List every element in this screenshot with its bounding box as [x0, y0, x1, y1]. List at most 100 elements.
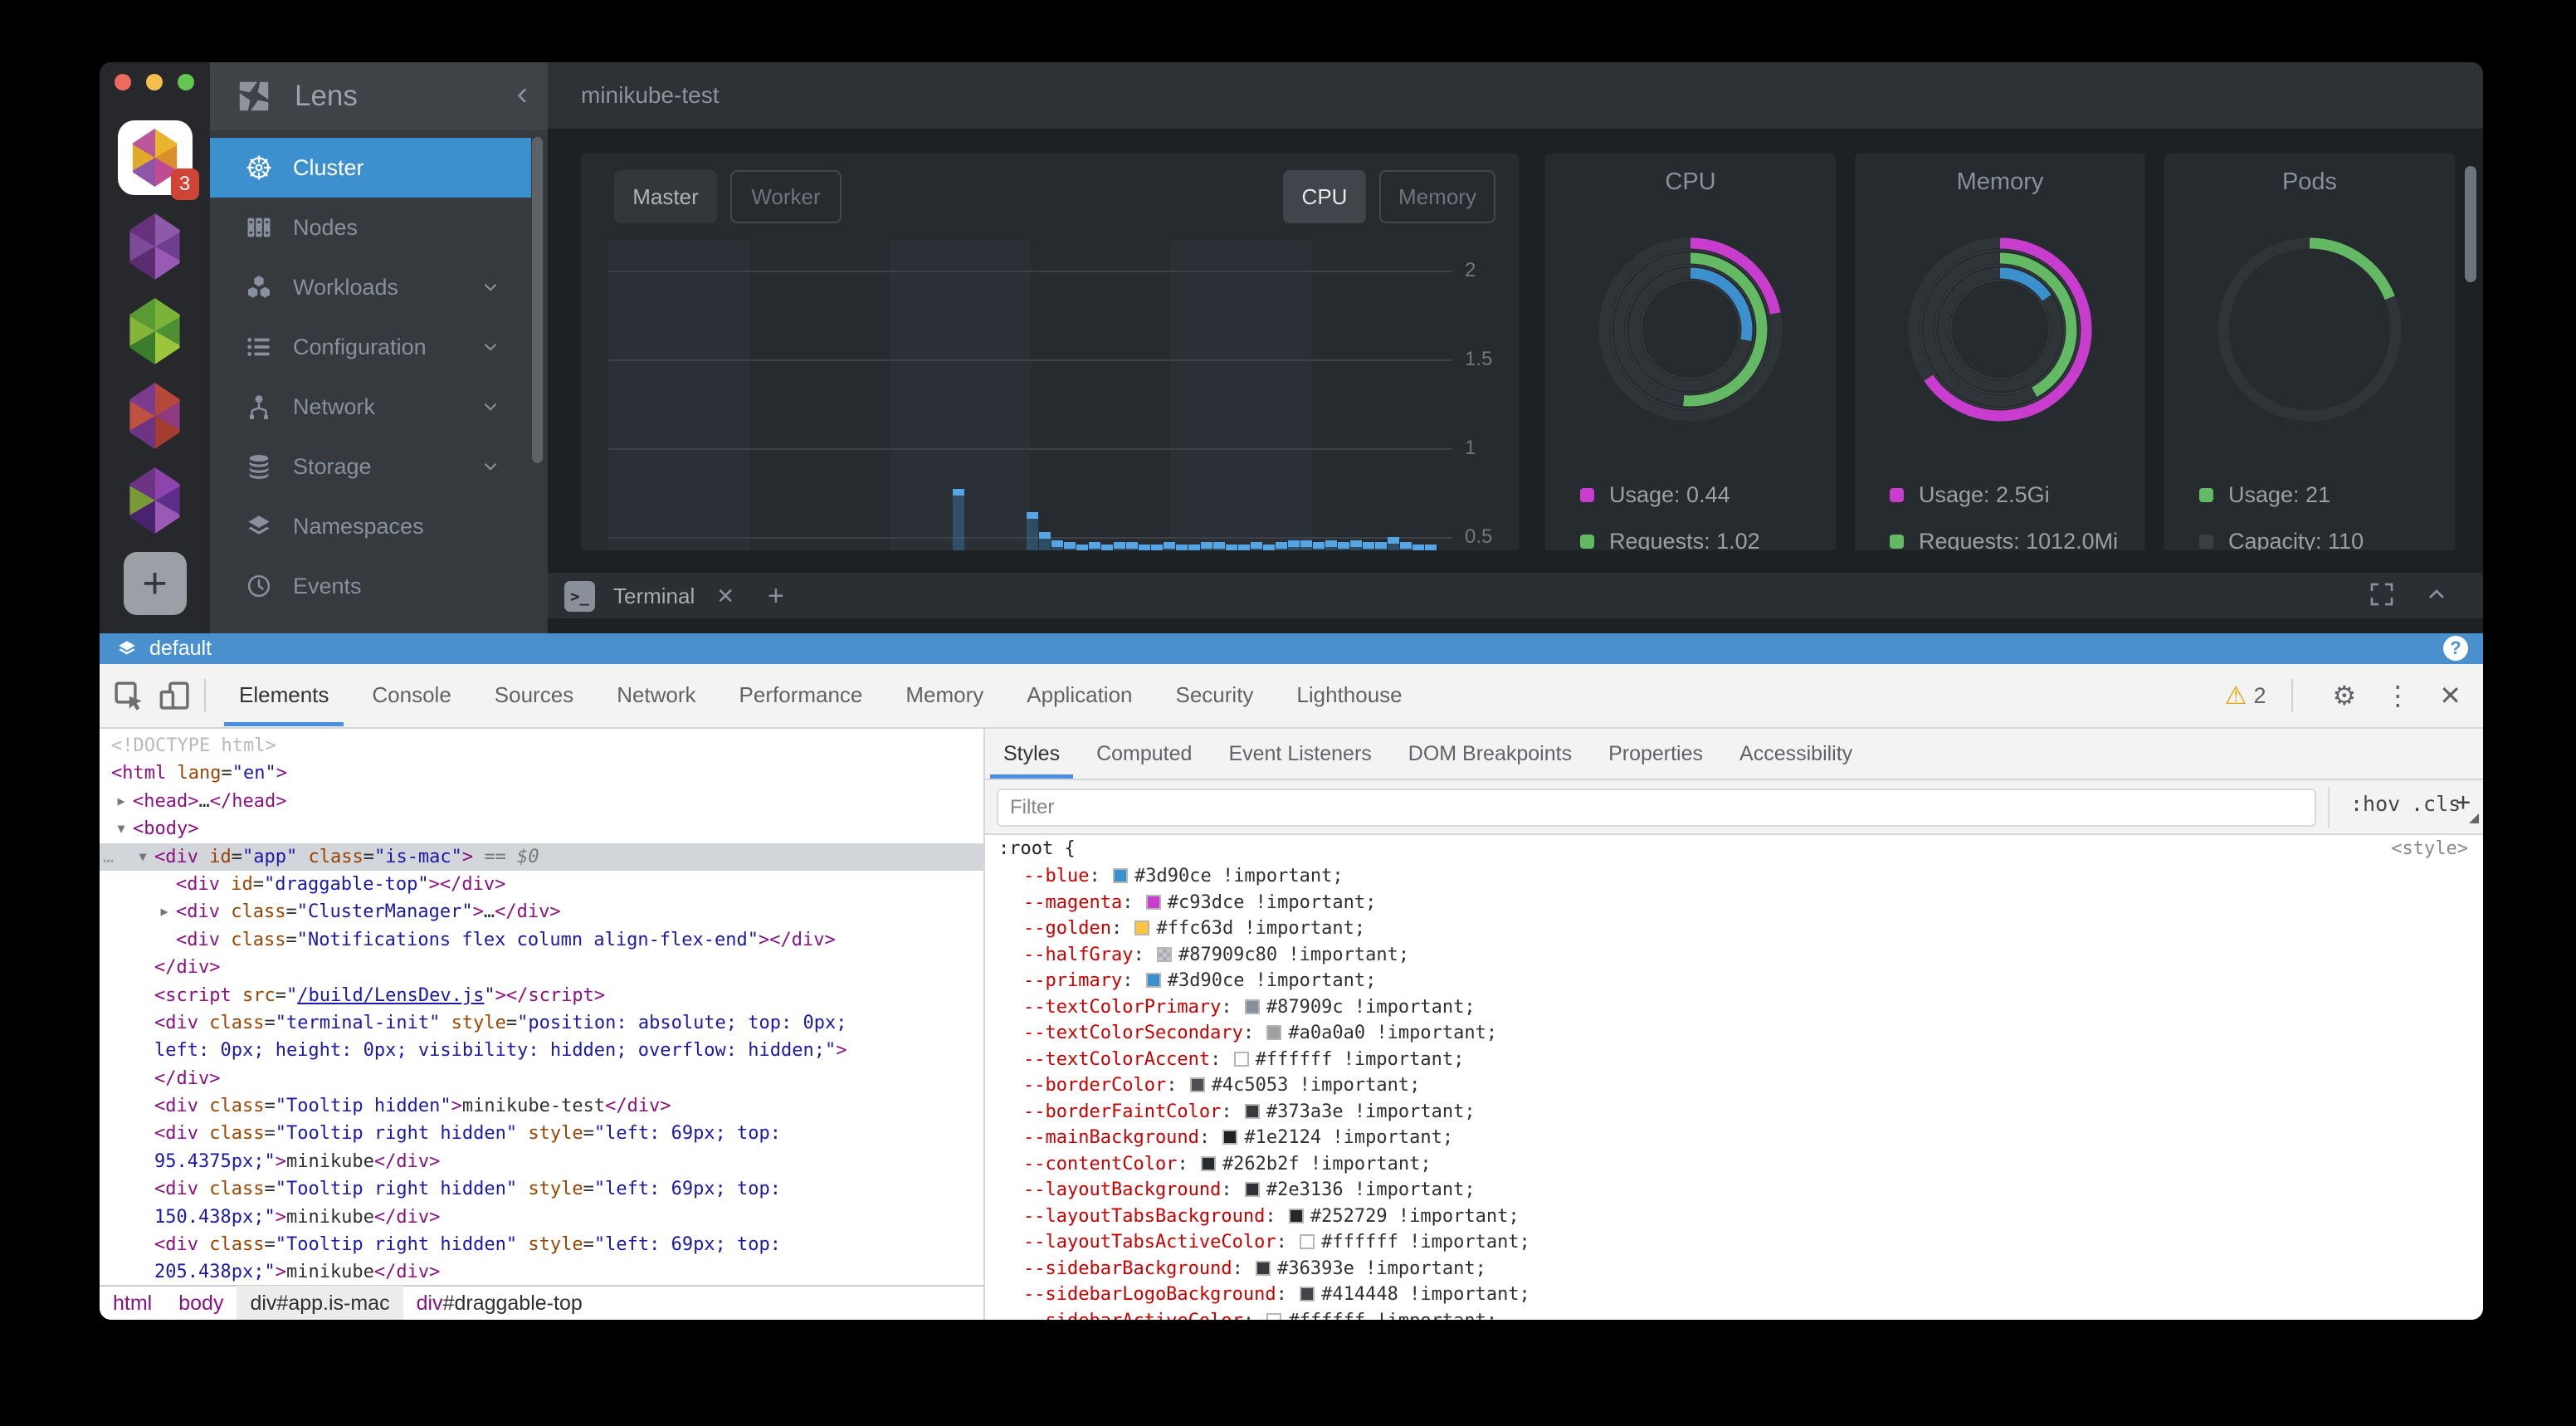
- css-variable-row[interactable]: --layoutTabsBackground: #252729 !importa…: [1023, 1205, 1520, 1227]
- node-menu-icon[interactable]: …: [103, 846, 115, 867]
- collapse-arrow-icon[interactable]: ▼: [139, 848, 147, 864]
- tab-performance[interactable]: Performance: [739, 681, 863, 707]
- settings-gear-icon[interactable]: ⚙: [2332, 681, 2357, 711]
- color-swatch-icon[interactable]: [1222, 1130, 1238, 1145]
- tab-elements[interactable]: Elements: [217, 663, 350, 726]
- dashboard-scrollbar[interactable]: [2465, 166, 2476, 282]
- color-swatch-icon[interactable]: [1244, 999, 1260, 1014]
- dom-node-line[interactable]: ▼ <body>: [100, 815, 983, 842]
- new-style-rule-button[interactable]: +: [2456, 788, 2471, 817]
- sidebar-item-network[interactable]: Network: [210, 377, 531, 437]
- color-swatch-icon[interactable]: [1266, 1025, 1282, 1040]
- css-variable-row[interactable]: --borderFaintColor: #373a3e !important;: [1023, 1101, 1476, 1122]
- device-toolbar-icon[interactable]: [158, 678, 193, 713]
- css-variable-row[interactable]: --layoutTabsActiveColor: #ffffff !import…: [1023, 1232, 1530, 1253]
- namespace-label[interactable]: default: [149, 637, 212, 660]
- styles-tab-properties[interactable]: Properties: [1608, 741, 1704, 765]
- css-variable-row[interactable]: --borderColor: #4c5053 !important;: [1023, 1075, 1421, 1096]
- color-swatch-icon[interactable]: [1156, 946, 1172, 962]
- color-swatch-icon[interactable]: [1244, 1103, 1260, 1119]
- sidebar-collapse-icon[interactable]: ‹: [516, 76, 528, 112]
- chevron-up-icon[interactable]: [2423, 581, 2450, 608]
- dom-node-line[interactable]: <div class="Tooltip right hidden" style=…: [100, 1120, 983, 1147]
- zoom-window-button[interactable]: [178, 74, 194, 90]
- css-variable-row[interactable]: --layoutBackground: #2e3136 !important;: [1023, 1179, 1476, 1200]
- breadcrumb-item[interactable]: body: [165, 1286, 237, 1320]
- styles-tab-styles[interactable]: Styles: [985, 729, 1078, 779]
- dom-node-line[interactable]: <!DOCTYPE html>: [100, 732, 983, 759]
- help-button[interactable]: ?: [2443, 636, 2468, 661]
- css-variable-row[interactable]: --magenta: #c93dce !important;: [1023, 891, 1377, 913]
- metric-tab-cpu-button[interactable]: CPU: [1283, 170, 1366, 223]
- cluster-tile[interactable]: [129, 213, 180, 280]
- dom-node-line[interactable]: 95.4375px;">minikube</div>: [100, 1148, 983, 1175]
- tab-application[interactable]: Application: [1027, 681, 1133, 707]
- node-tab-master-button[interactable]: Master: [614, 170, 717, 223]
- color-swatch-icon[interactable]: [1266, 1312, 1282, 1320]
- color-swatch-icon[interactable]: [1200, 1155, 1216, 1171]
- dom-node-line[interactable]: <div class="Tooltip right hidden" style=…: [100, 1175, 983, 1203]
- css-variable-row[interactable]: --textColorAccent: #ffffff !important;: [1023, 1048, 1465, 1070]
- sidebar-scrollbar[interactable]: [532, 137, 543, 463]
- dom-node-line[interactable]: <div class="Tooltip hidden">minikube-tes…: [100, 1092, 983, 1120]
- breadcrumb-item[interactable]: div#app.is-mac: [237, 1286, 403, 1320]
- css-variable-row[interactable]: --sidebarBackground: #36393e !important;: [1023, 1258, 1486, 1279]
- sidebar-item-storage[interactable]: Storage: [210, 437, 531, 496]
- toggle-hover-state-button[interactable]: :hov: [2350, 792, 2401, 816]
- css-variable-row[interactable]: --textColorSecondary: #a0a0a0 !important…: [1023, 1023, 1498, 1043]
- color-swatch-icon[interactable]: [1300, 1234, 1315, 1249]
- dom-node-line[interactable]: <div class="Notifications flex column al…: [100, 926, 983, 954]
- tab-lighthouse[interactable]: Lighthouse: [1296, 681, 1403, 707]
- dom-node-line[interactable]: <div class="terminal-init" style="positi…: [100, 1009, 983, 1037]
- styles-tab-computed[interactable]: Computed: [1096, 741, 1193, 765]
- add-cluster-button[interactable]: +: [123, 552, 187, 615]
- tab-security[interactable]: Security: [1175, 681, 1254, 707]
- sidebar-item-workloads[interactable]: Workloads: [210, 257, 531, 317]
- cluster-tile[interactable]: [129, 298, 180, 364]
- dom-node-line[interactable]: <div id="draggable-top"></div>: [100, 871, 983, 898]
- kebab-menu-icon[interactable]: ⋮: [2384, 681, 2412, 711]
- dom-node-line[interactable]: … ▼ <div id="app" class="is-mac"> == $0: [100, 842, 983, 871]
- color-swatch-icon[interactable]: [1134, 921, 1150, 935]
- collapse-arrow-icon[interactable]: ▼: [117, 821, 125, 837]
- color-swatch-icon[interactable]: [1300, 1287, 1315, 1301]
- dom-node-line[interactable]: </div>: [100, 954, 983, 981]
- sidebar-item-configuration[interactable]: Configuration: [210, 317, 531, 377]
- tab-network[interactable]: Network: [617, 681, 696, 707]
- color-swatch-icon[interactable]: [1189, 1077, 1205, 1092]
- tab-console[interactable]: Console: [372, 681, 451, 707]
- dom-node-line[interactable]: 205.438px;">minikube</div>: [100, 1258, 983, 1285]
- terminal-tab[interactable]: >_ Terminal ✕ +: [564, 580, 784, 613]
- close-window-button[interactable]: [115, 74, 131, 90]
- css-variable-row[interactable]: --sidebarActiveColor: #ffffff !important…: [985, 1308, 2483, 1320]
- rule-source-link[interactable]: <style>: [2391, 838, 2468, 859]
- cluster-tile-active[interactable]: 3: [117, 120, 199, 200]
- color-swatch-icon[interactable]: [1112, 868, 1128, 883]
- node-tab-worker-button[interactable]: Worker: [730, 170, 842, 223]
- color-swatch-icon[interactable]: [1145, 894, 1161, 910]
- dom-node-line[interactable]: left: 0px; height: 0px; visibility: hidd…: [100, 1037, 983, 1064]
- css-variable-row[interactable]: --textColorPrimary: #87909c !important;: [1023, 996, 1476, 1018]
- css-variable-row[interactable]: --primary: #3d90ce !important;: [1023, 970, 1377, 991]
- css-variable-row[interactable]: --contentColor: #262b2f !important;: [1023, 1153, 1432, 1174]
- dom-node-line[interactable]: <script src="/build/LensDev.js"></script…: [100, 982, 983, 1009]
- color-swatch-icon[interactable]: [1256, 1260, 1271, 1276]
- expand-arrow-icon[interactable]: ▶: [160, 904, 168, 920]
- color-swatch-icon[interactable]: [1288, 1208, 1304, 1223]
- dom-node-line[interactable]: ▶ <head>…</head>: [100, 788, 983, 815]
- sidebar-item-events[interactable]: Events: [210, 556, 531, 616]
- dom-node-line[interactable]: </div>: [100, 1065, 983, 1092]
- terminal-close-icon[interactable]: ✕: [716, 584, 735, 608]
- inspect-element-icon[interactable]: [111, 678, 146, 713]
- styles-filter-input[interactable]: [997, 789, 2316, 827]
- sidebar-item-cluster[interactable]: Cluster: [210, 138, 531, 198]
- css-variable-row[interactable]: --blue: #3d90ce !important;: [1023, 866, 1344, 886]
- css-variable-row[interactable]: --sidebarLogoBackground: #414448 !import…: [1023, 1284, 1530, 1305]
- dom-node-line[interactable]: <div class="Tooltip right hidden" style=…: [100, 1231, 983, 1258]
- dom-node-line[interactable]: <html lang="en">: [100, 759, 983, 787]
- dom-node-line[interactable]: ▶ <div class="ClusterManager">…</div>: [100, 898, 983, 925]
- minimize-window-button[interactable]: [146, 74, 163, 90]
- styles-tab-event-listeners[interactable]: Event Listeners: [1228, 741, 1372, 765]
- cluster-tile[interactable]: [129, 383, 180, 449]
- sidebar-item-namespaces[interactable]: Namespaces: [210, 496, 531, 556]
